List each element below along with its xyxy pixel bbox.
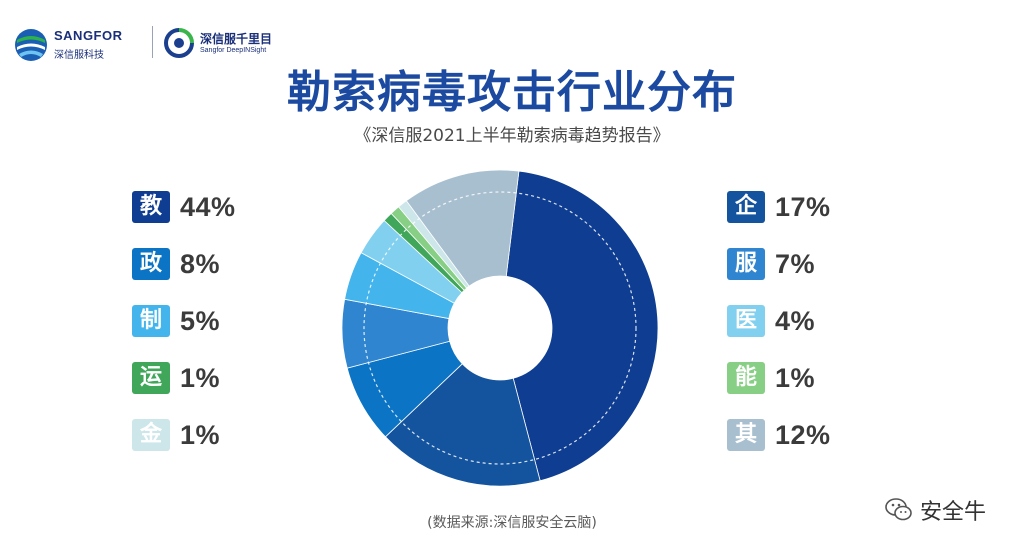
deepinsight-logo: 深信服千里目 Sangfor DeepINSight [164,24,304,64]
legend-value-education: 44% [180,191,236,222]
legend-tag-telecom: 运营商 [132,362,171,454]
legend-item-enterprise: 企业 17% [727,191,831,251]
sangfor-logo-sub: 深信服科技 [54,50,104,61]
logo-divider [152,26,153,58]
legend-item-services: 服务业 7% [727,248,816,340]
legend-item-healthcare: 医疗卫生 4% [727,305,816,429]
donut-slice-0 [505,170,659,482]
legend-tag-finance: 金融 [132,419,171,479]
legend-tag-education: 教育 [132,191,171,251]
legend-item-energy: 能源 1% [727,362,816,422]
legend-tag-manufacturing: 制造业 [132,305,171,397]
chart-subtitle: 《深信服2021上半年勒索病毒趋势报告》 [354,126,670,146]
chart-title: 勒索病毒攻击行业分布 [287,67,737,118]
legend-tag-other: 其他 [727,419,766,479]
legend-tag-services: 服务业 [727,248,766,340]
watermark: 安全牛 [884,494,986,526]
legend-value-services: 7% [775,248,816,279]
legend-value-telecom: 1% [180,362,221,393]
donut-slice-9 [405,169,520,287]
legend-tag-healthcare: 医疗卫生 [727,305,766,429]
legend-value-healthcare: 4% [775,305,816,336]
legend-value-other: 12% [775,419,831,450]
legend-value-government: 8% [180,248,221,279]
wechat-icon [885,498,912,521]
legend-value-enterprise: 17% [775,191,831,222]
donut-chart [341,169,659,487]
legend-item-education: 教育 44% [132,191,236,251]
legend-item-government: 政府 8% [132,248,221,308]
data-source-note: (数据来源:深信服安全云脑) [427,515,597,531]
legend-value-manufacturing: 5% [180,305,221,336]
legend-value-energy: 1% [775,362,816,393]
sangfor-logo-name: SANGFOR [54,28,123,43]
legend-item-telecom: 运营商 1% [132,362,221,454]
watermark-text: 安全牛 [920,500,987,525]
donut-slice-1 [384,363,541,487]
legend-tag-government: 政府 [132,248,171,308]
legend-item-manufacturing: 制造业 5% [132,305,221,397]
legend-value-finance: 1% [180,419,221,450]
deepinsight-logo-sub: Sangfor DeepINSight [200,47,267,54]
deepinsight-logo-icon [164,28,194,58]
sangfor-logo-icon [15,29,47,61]
legend-item-finance: 金融 1% [132,419,221,479]
legend-item-other: 其他 12% [727,419,831,479]
donut-dashed-ring [363,191,637,465]
sangfor-logo: SANGFOR 深信服科技 [14,24,144,64]
legend-tag-enterprise: 企业 [727,191,766,251]
deepinsight-logo-name: 深信服千里目 [200,32,273,46]
legend-tag-energy: 能源 [727,362,766,422]
header-logos: SANGFOR 深信服科技 深信服千里目 Sangfor DeepINSight [14,20,294,68]
